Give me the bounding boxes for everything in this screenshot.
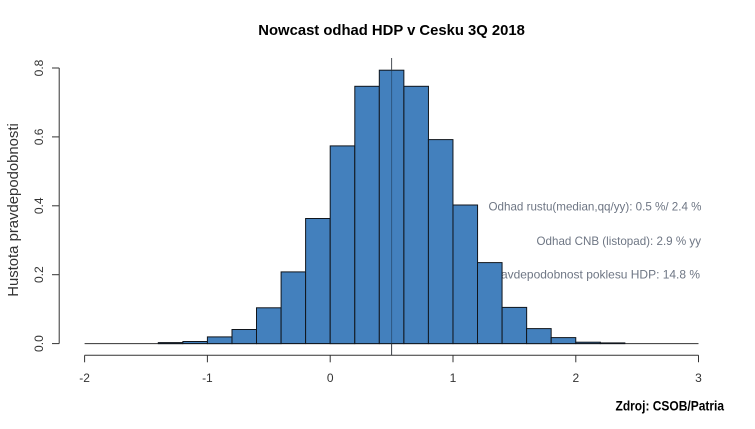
svg-text:2: 2 (572, 371, 579, 385)
svg-text:0.6: 0.6 (32, 128, 46, 145)
svg-text:1: 1 (450, 371, 457, 385)
svg-text:0.0: 0.0 (32, 335, 46, 352)
svg-text:0.4: 0.4 (32, 197, 46, 214)
svg-text:Odhad CNB (listopad): 2.9 % yy: Odhad CNB (listopad): 2.9 % yy (537, 234, 702, 248)
svg-text:Odhad rustu(median,qq/yy): 0.5: Odhad rustu(median,qq/yy): 0.5 %/ 2.4 % (489, 200, 702, 214)
svg-text:-2: -2 (79, 371, 90, 385)
svg-text:0: 0 (327, 371, 334, 385)
svg-text:Zdroj: CSOB/Patria: Zdroj: CSOB/Patria (616, 398, 725, 414)
svg-text:0.8: 0.8 (32, 59, 46, 76)
svg-text:Nowcast odhad HDP v Cesku 3Q 2: Nowcast odhad HDP v Cesku 3Q 2018 (258, 22, 525, 39)
svg-text:-1: -1 (202, 371, 213, 385)
svg-text:Pravdepodobnost poklesu HDP: 1: Pravdepodobnost poklesu HDP: 14.8 % (489, 268, 700, 282)
svg-text:0.2: 0.2 (32, 266, 46, 283)
svg-text:Hustota pravdepodobnosti: Hustota pravdepodobnosti (5, 123, 22, 297)
svg-text:3: 3 (695, 371, 702, 385)
